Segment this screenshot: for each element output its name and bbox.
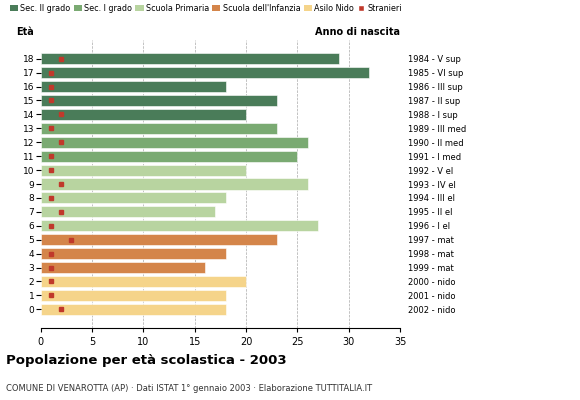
Bar <box>41 164 246 176</box>
Bar <box>41 234 277 245</box>
Bar <box>41 290 226 301</box>
Legend: Sec. II grado, Sec. I grado, Scuola Primaria, Scuola dell'Infanzia, Asilo Nido, : Sec. II grado, Sec. I grado, Scuola Prim… <box>10 4 403 13</box>
Bar <box>41 53 339 64</box>
Bar <box>41 262 205 273</box>
Bar <box>41 150 298 162</box>
Text: Popolazione per età scolastica - 2003: Popolazione per età scolastica - 2003 <box>6 354 287 367</box>
Bar <box>41 192 226 204</box>
Bar <box>41 109 246 120</box>
Bar <box>41 67 369 78</box>
Bar <box>41 220 318 231</box>
Bar <box>41 81 226 92</box>
Bar <box>41 123 277 134</box>
Bar <box>41 178 308 190</box>
Text: Anno di nascita: Anno di nascita <box>315 27 400 37</box>
Bar <box>41 137 308 148</box>
Text: COMUNE DI VENAROTTA (AP) · Dati ISTAT 1° gennaio 2003 · Elaborazione TUTTITALIA.: COMUNE DI VENAROTTA (AP) · Dati ISTAT 1°… <box>6 384 372 393</box>
Bar <box>41 304 226 315</box>
Bar <box>41 95 277 106</box>
Bar <box>41 206 215 218</box>
Bar <box>41 248 226 259</box>
Text: Età: Età <box>16 27 34 37</box>
Bar <box>41 276 246 287</box>
